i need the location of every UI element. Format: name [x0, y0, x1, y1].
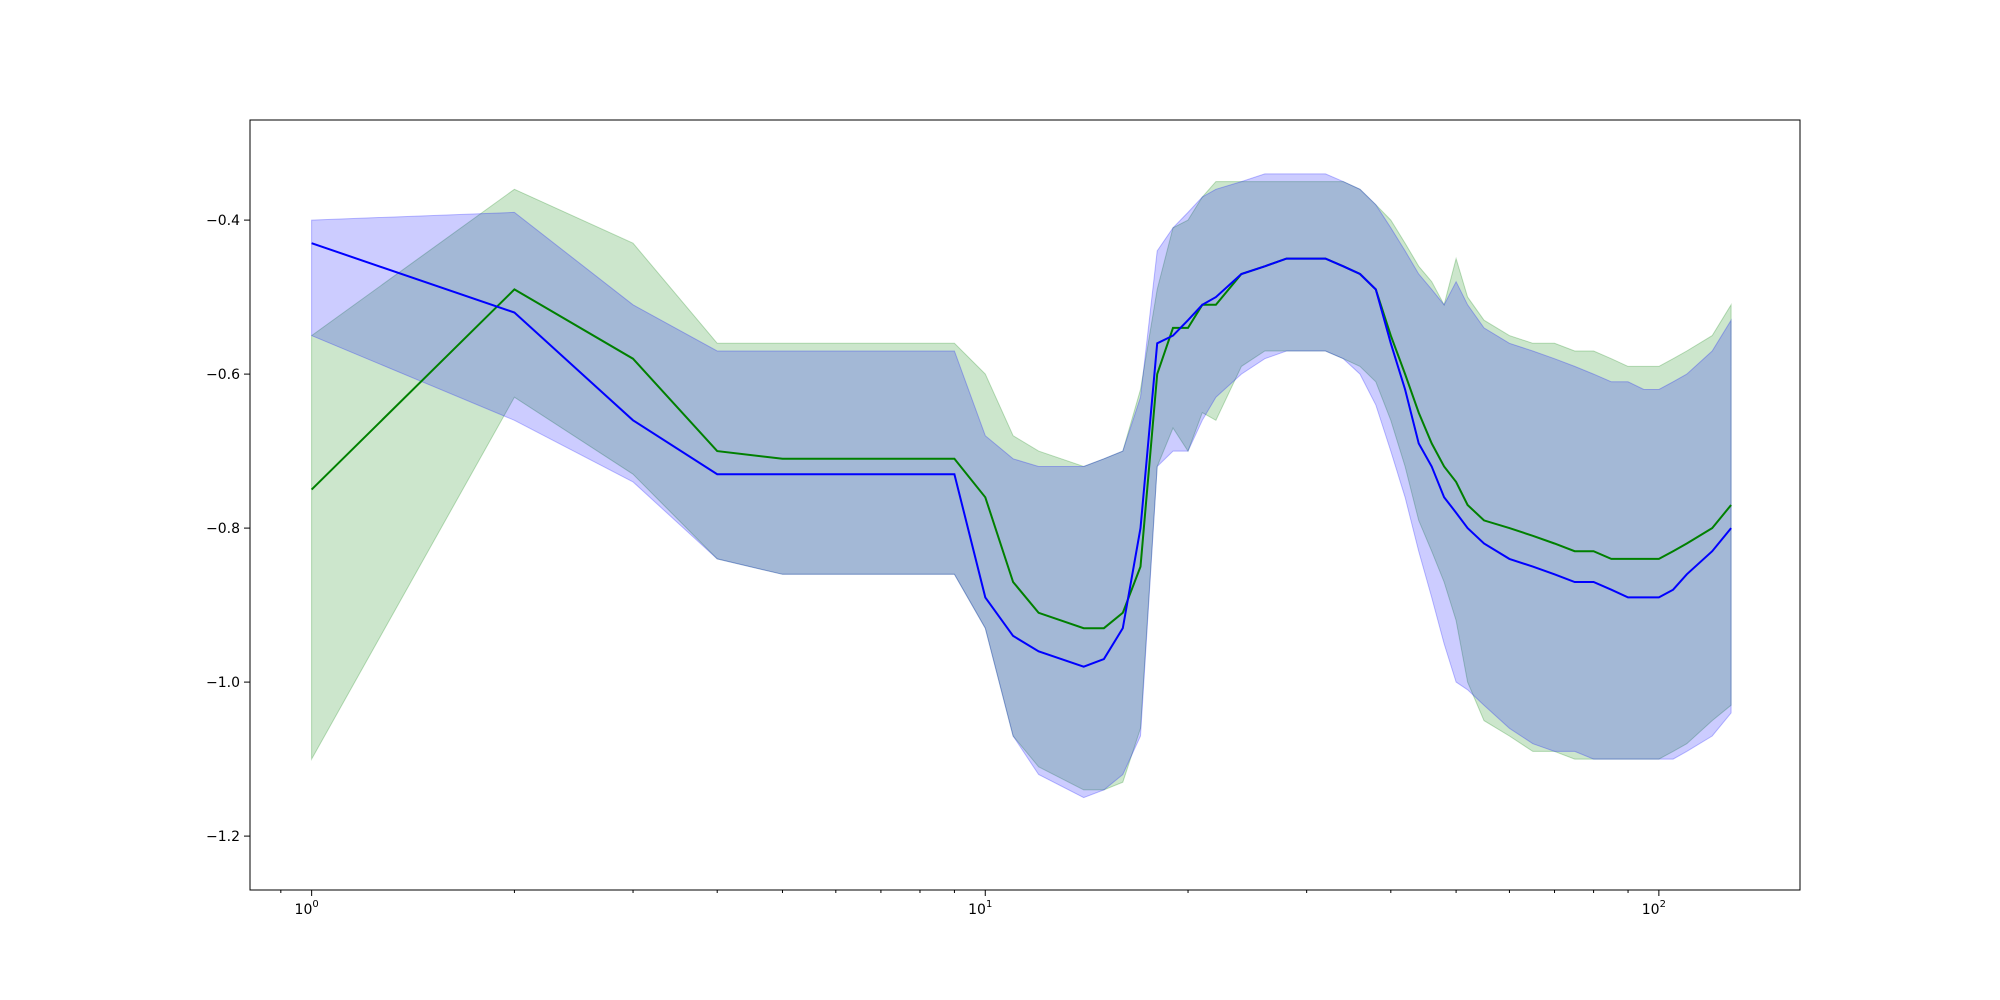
x-tick-label: 101 [968, 899, 992, 918]
x-tick-label: 102 [1642, 899, 1666, 918]
series-1-line [311, 242, 1732, 668]
x-axis: 100 101 102 [280, 890, 1666, 918]
y-tick-label: −1.2 [206, 829, 240, 845]
series-0-band [311, 181, 1732, 791]
series-lines [310, 242, 1732, 668]
y-tick-label: −0.6 [206, 367, 240, 383]
x-tick-label: 100 [295, 899, 319, 918]
series-1-band [311, 173, 1732, 799]
y-tick-label: −0.4 [206, 213, 240, 229]
y-tick-label: −0.8 [206, 521, 240, 537]
y-tick-label: −1.0 [206, 675, 240, 691]
plot-frame [249, 119, 1801, 891]
y-axis: −1.2 −1.0 −0.8 −0.6 −0.4 [206, 213, 250, 845]
confidence-bands [311, 173, 1732, 799]
